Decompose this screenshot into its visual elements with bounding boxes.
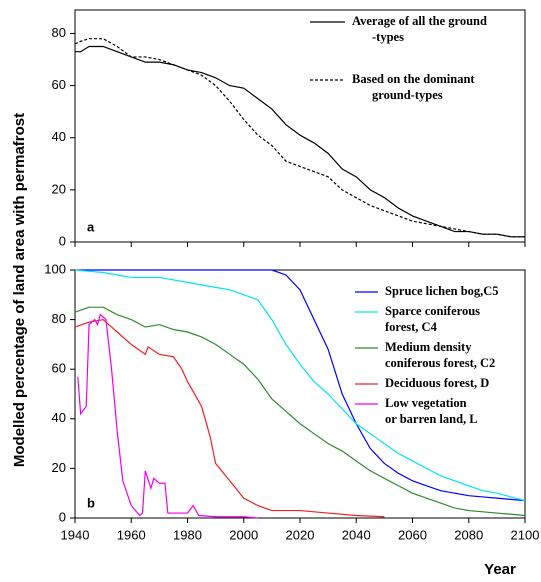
x-tick-label: 2020 [286,527,315,542]
y-tick-label: 80 [52,311,66,326]
legend-label: Average of all the ground -types [352,14,487,44]
legend-label: Medium density coniferous forest, C2 [385,340,495,370]
y-tick-label: 40 [52,410,66,425]
legend-label: Deciduous forest, D [385,376,489,390]
panel-label: a [87,219,95,234]
x-tick-label: 1980 [173,527,202,542]
legend-label: Sparce coniferous forest, C4 [385,304,480,334]
y-tick-label: 20 [52,460,66,475]
y-axis-label: Modelled percentage of land area with pe… [11,113,28,467]
x-axis-label: Year [484,561,516,578]
y-tick-label: 60 [52,361,66,376]
x-tick-label: 2040 [342,527,371,542]
x-tick-label: 2060 [398,527,427,542]
y-tick-label: 80 [52,25,66,40]
y-tick-label: 40 [52,129,66,144]
legend-label: Based on the dominant ground-types [352,72,475,102]
x-tick-label: 1960 [117,527,146,542]
y-tick-label: 0 [59,509,66,524]
x-tick-label: 1940 [61,527,90,542]
panel-label: b [87,495,95,510]
y-tick-label: 100 [44,261,66,276]
series-line [75,45,525,238]
series-line [74,38,525,238]
plot-frame [74,9,526,243]
series-line [74,318,385,518]
x-tick-label: 2080 [454,527,483,542]
y-tick-label: 0 [59,233,66,248]
series-line [74,306,526,517]
x-tick-label: 2000 [229,527,258,542]
y-tick-label: 60 [52,77,66,92]
series-line [74,269,526,502]
y-tick-label: 20 [52,181,66,196]
legend-label: Low vegetation or barren land, L [385,396,478,426]
series-line [75,269,526,502]
x-tick-label: 2100 [511,527,540,542]
series-line [77,313,258,519]
legend-label: Spruce lichen bog,C5 [385,284,499,298]
